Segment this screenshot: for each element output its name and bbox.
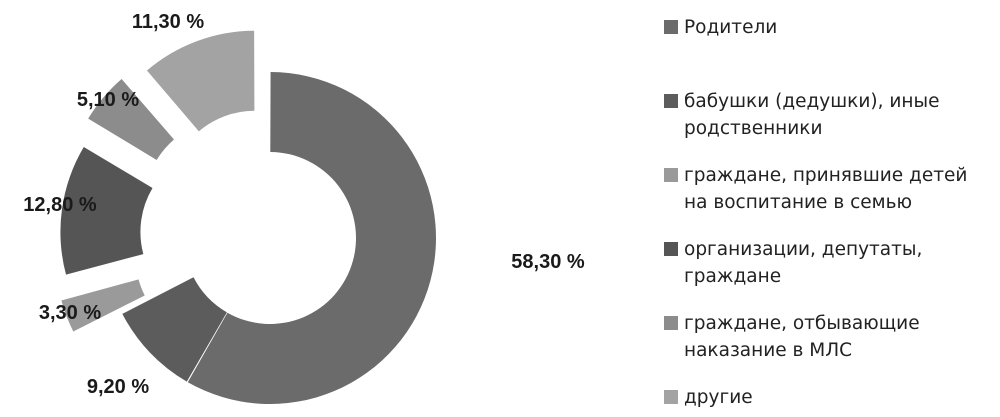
legend-label: граждане, отбывающие наказание в МЛС	[684, 313, 920, 361]
slice-value-label: 5,10 %	[77, 89, 139, 111]
donut-chart: 58,30 % 9,20 % 3,30 % 12,80 % 5,10 % 11,30 %	[23, 11, 585, 404]
legend-swatch	[664, 390, 678, 404]
legend-swatch	[664, 168, 678, 182]
donut-slice	[122, 277, 227, 382]
slice-value-label: 11,30 %	[132, 11, 205, 33]
legend-label: организации, депутаты, граждане	[684, 239, 923, 287]
legend-item: другие	[664, 384, 994, 411]
donut-slice	[88, 78, 174, 160]
legend-item: граждане, принявшие детей на воспитание …	[664, 162, 994, 216]
slice-value-label: 3,30 %	[39, 302, 101, 324]
donut-slice	[187, 72, 437, 404]
legend-label: другие	[684, 387, 753, 408]
legend-label: граждане, принявшие детей на воспитание …	[684, 165, 968, 213]
legend-label: Родители	[684, 17, 778, 38]
legend-swatch	[664, 94, 678, 108]
donut-slice	[61, 279, 145, 332]
legend-swatch	[664, 242, 678, 256]
slice-value-label: 12,80 %	[23, 194, 97, 216]
legend-item: организации, депутаты, граждане	[664, 236, 994, 290]
donut-slice	[146, 30, 255, 132]
donut-svg: 58,30 % 9,20 % 3,30 % 12,80 % 5,10 % 11,30 %	[23, 11, 585, 404]
legend: Родители бабушки (дедушки), иные родствен…	[664, 14, 996, 414]
legend-item: граждане, отбывающие наказание в МЛС	[664, 310, 994, 364]
legend-item: Родители	[664, 14, 994, 41]
legend-swatch	[664, 316, 678, 330]
legend-swatch	[664, 20, 678, 34]
legend-label: бабушки (дедушки), иные родственники	[684, 91, 940, 139]
donut-slice	[60, 147, 153, 275]
slice-value-label: 58,30 %	[511, 251, 585, 273]
legend-item: бабушки (дедушки), иные родственники	[664, 88, 994, 142]
slice-value-label: 9,20 %	[87, 376, 149, 398]
